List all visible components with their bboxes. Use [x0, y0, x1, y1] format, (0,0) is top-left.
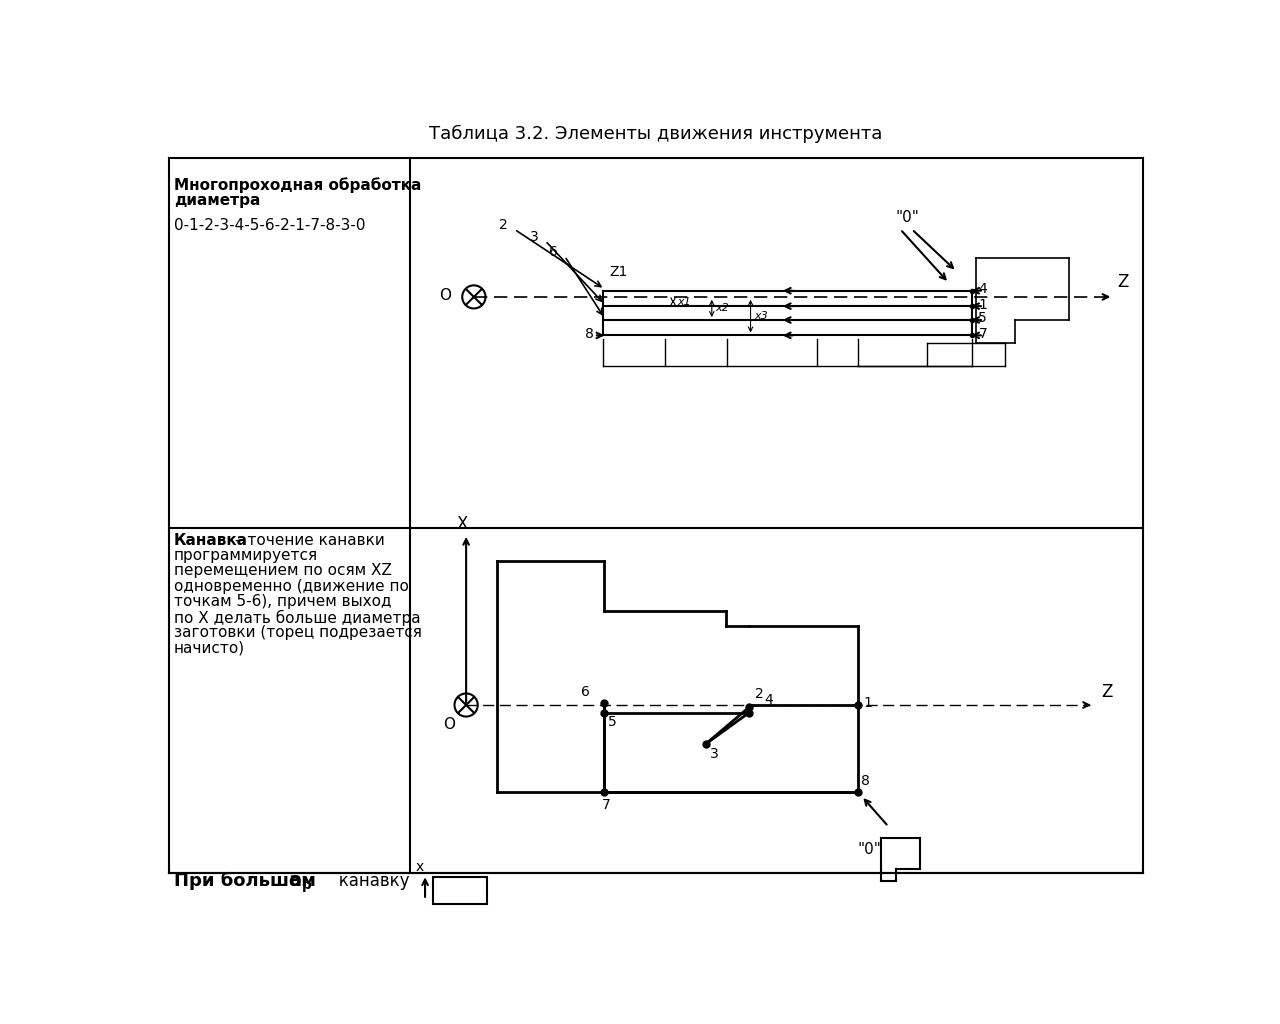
Circle shape	[454, 693, 477, 717]
Text: точкам 5-6), причем выход: точкам 5-6), причем выход	[174, 594, 392, 609]
Text: x2: x2	[716, 303, 730, 313]
Text: канавку: канавку	[323, 871, 410, 890]
Text: 7: 7	[978, 327, 987, 341]
Text: 5: 5	[608, 715, 617, 729]
Text: – точение канавки: – точение канавки	[229, 532, 384, 548]
Text: 4: 4	[764, 692, 773, 707]
Text: 8: 8	[585, 327, 594, 341]
Text: Z: Z	[1102, 683, 1114, 701]
Text: заготовки (торец подрезается: заготовки (торец подрезается	[174, 625, 422, 640]
Text: x1: x1	[677, 297, 691, 306]
Text: O: O	[439, 288, 451, 303]
Text: Z1: Z1	[609, 265, 628, 280]
Text: 2: 2	[755, 687, 764, 701]
Text: При большом: При большом	[174, 871, 323, 890]
Text: "0": "0"	[896, 210, 920, 225]
Text: O: O	[443, 717, 456, 731]
Text: 0-1-2-3-4-5-6-2-1-7-8-3-0: 0-1-2-3-4-5-6-2-1-7-8-3-0	[174, 218, 366, 233]
Text: x3: x3	[754, 311, 768, 322]
Text: перемещением по осям XZ: перемещением по осям XZ	[174, 563, 392, 579]
Text: 4: 4	[978, 283, 987, 296]
Text: 8: 8	[861, 774, 870, 788]
Text: Z: Z	[1117, 272, 1129, 291]
Text: "0": "0"	[858, 842, 881, 857]
Text: X: X	[457, 514, 468, 532]
Text: Таблица 3.2. Элементы движения инструмента: Таблица 3.2. Элементы движения инструмен…	[429, 125, 883, 142]
Text: x: x	[415, 859, 424, 873]
Text: Многопроходная обработка: Многопроходная обработка	[174, 177, 421, 194]
Text: $\mathbf{a}_\mathbf{p}$: $\mathbf{a}_\mathbf{p}$	[288, 873, 312, 895]
Text: 5: 5	[978, 311, 987, 326]
Text: одновременно (движение по: одновременно (движение по	[174, 579, 408, 594]
Text: 2: 2	[499, 218, 508, 232]
Text: 1: 1	[978, 298, 987, 311]
Text: Канавка: Канавка	[174, 532, 248, 548]
Text: 1: 1	[864, 696, 873, 711]
Text: начисто): начисто)	[174, 640, 244, 655]
Text: по X делать больше диаметра: по X делать больше диаметра	[174, 609, 421, 626]
Text: 7: 7	[602, 798, 611, 812]
Circle shape	[462, 286, 485, 308]
Text: 3: 3	[530, 229, 539, 244]
Text: 3: 3	[710, 748, 719, 762]
Text: 6: 6	[549, 245, 558, 259]
Text: программируется: программируется	[174, 548, 317, 563]
Text: 6: 6	[581, 685, 590, 698]
Text: диаметра: диаметра	[174, 193, 260, 208]
Bar	[433, 877, 488, 903]
